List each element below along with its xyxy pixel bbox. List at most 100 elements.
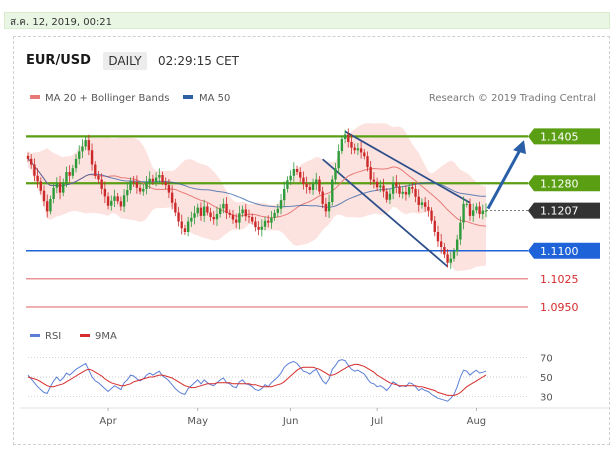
candle-body: [254, 221, 257, 228]
level-label-1.1100: 1.1100: [540, 245, 579, 258]
candle-body: [379, 185, 382, 188]
ma50-line: [27, 158, 486, 208]
forecast-arrow: [486, 140, 526, 210]
candle-body: [138, 187, 142, 192]
level-label-1.1280: 1.1280: [540, 177, 579, 190]
rsi-pane: 70 50 30: [27, 354, 553, 403]
candle-body: [241, 209, 244, 214]
candle-body: [206, 206, 209, 213]
candle-body: [119, 201, 123, 207]
candle-body: [343, 134, 347, 139]
candle-body: [46, 201, 49, 212]
candle-body: [151, 178, 155, 182]
candle-body: [154, 177, 158, 182]
candle-body: [299, 172, 302, 178]
descending-channel: [322, 130, 471, 268]
level-label-1.1207: 1.1207: [540, 205, 579, 218]
candle-body: [135, 182, 139, 188]
candle-body: [449, 258, 452, 263]
candle-body: [247, 216, 251, 218]
candle-body: [420, 202, 424, 205]
rsi-tick-50: 50: [540, 373, 553, 384]
x-axis: Apr May Jun Jul Aug: [20, 407, 610, 427]
candle-body: [279, 200, 283, 209]
candle-body: [315, 179, 318, 184]
candle-body: [87, 140, 91, 151]
forecast-arrow-shaft: [486, 147, 523, 210]
candle-body: [183, 228, 187, 232]
candle-body: [391, 182, 395, 194]
candle-body: [363, 152, 366, 157]
candle-body: [411, 187, 414, 189]
timeframe-badge[interactable]: DAILY: [103, 52, 147, 70]
candle-body: [439, 241, 443, 247]
candle-body: [433, 220, 436, 232]
candle-body: [100, 179, 103, 189]
candle-body: [250, 217, 254, 222]
candle-body: [395, 182, 398, 187]
candle-body: [49, 199, 52, 212]
candle-body: [459, 222, 462, 240]
ma9-line: [27, 363, 487, 396]
forecast-arrow-head: [513, 140, 526, 155]
candle-body: [81, 146, 84, 152]
candle-body: [427, 206, 430, 211]
candle-body: [212, 217, 215, 220]
candle-body: [260, 226, 264, 230]
candle-body: [190, 217, 193, 222]
ma20-legend-swatch: [30, 95, 40, 99]
candle-body: [359, 148, 363, 153]
candle-body: [318, 179, 321, 192]
candle-body: [145, 182, 148, 189]
candle-body: [423, 202, 427, 207]
candle-body: [331, 179, 334, 202]
candle-body: [388, 193, 392, 200]
candle-body: [36, 175, 39, 182]
candle-body: [110, 200, 113, 206]
candle-body: [90, 150, 94, 165]
candle-body: [33, 164, 36, 176]
candle-body: [225, 203, 228, 213]
candle-body: [270, 217, 273, 223]
candle-body: [398, 186, 401, 194]
candle-body: [74, 158, 78, 169]
level-badge-1.1405: [528, 128, 600, 145]
candle-body: [401, 191, 404, 194]
x-tick-Aug: Aug: [467, 416, 487, 427]
candle-body: [462, 203, 465, 223]
candle-body: [228, 212, 231, 215]
rsi-legend-swatch: [30, 334, 40, 337]
candle-body: [158, 175, 161, 178]
candle-body: [71, 168, 75, 176]
candle-body: [180, 221, 183, 229]
candle-body: [465, 203, 468, 205]
candle-body: [142, 188, 145, 192]
level-label-1.1025: 1.1025: [540, 273, 579, 286]
level-label-1.0950: 1.0950: [540, 301, 579, 314]
candle-body: [132, 181, 135, 183]
candle-body: [417, 196, 420, 205]
candle-body: [273, 212, 276, 218]
candle-body: [436, 232, 440, 242]
candle-body: [347, 134, 350, 142]
candle-body: [353, 147, 356, 151]
candle-body: [295, 169, 299, 172]
level-badge-1.1207: [528, 202, 600, 219]
candle-body: [58, 183, 62, 193]
candle-body: [289, 175, 292, 181]
candle-body: [164, 182, 167, 186]
candle-body: [324, 203, 328, 212]
candle-body: [39, 181, 43, 191]
candle-body: [193, 213, 196, 218]
rsi-legend-label: RSI: [45, 331, 61, 342]
candle-body: [238, 213, 241, 223]
candle-body: [244, 209, 247, 217]
moving-averages: [27, 158, 487, 227]
candle-body: [443, 247, 446, 255]
candle-body: [222, 203, 225, 209]
candle-body: [113, 196, 116, 201]
candle-body: [167, 185, 171, 193]
candle-body: [350, 142, 353, 148]
candle-body: [292, 169, 296, 176]
credit-label: Research © 2019 Trading Central: [429, 93, 596, 104]
